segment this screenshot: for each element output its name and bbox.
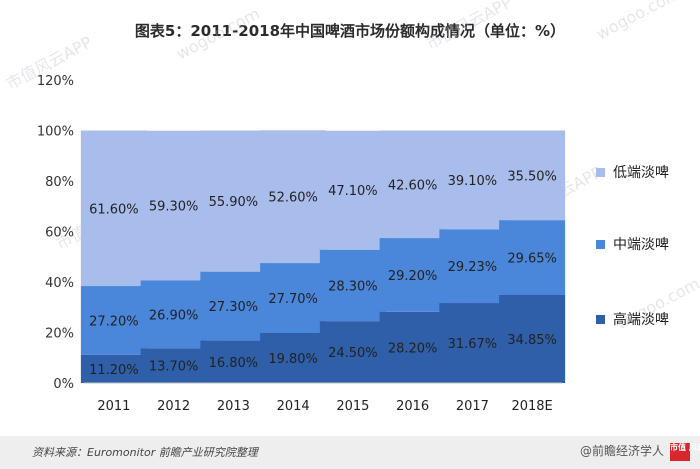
data-label: 55.90% bbox=[209, 195, 259, 210]
bar-segment bbox=[379, 238, 446, 312]
data-label: 47.10% bbox=[328, 184, 378, 199]
data-label: 28.20% bbox=[388, 341, 438, 356]
bar-segment bbox=[260, 130, 327, 264]
x-tick-label: 2012 bbox=[157, 399, 190, 414]
chart-title: 图表5：2011-2018年中国啤酒市场份额构成情况（单位：%） bbox=[134, 22, 566, 40]
y-tick-label: 0% bbox=[53, 377, 74, 392]
bar-segment bbox=[140, 280, 207, 349]
bar-segment bbox=[260, 263, 327, 334]
stacked-bar-chart: 市值风云APPwogoo.com市值风云APPwogoo.com市值风云APPw… bbox=[3, 0, 700, 414]
data-label: 24.50% bbox=[328, 346, 378, 361]
bar-segment bbox=[319, 130, 386, 250]
brand-logo: 市值 风云 bbox=[670, 442, 700, 461]
data-label: 19.80% bbox=[268, 352, 318, 367]
x-axis: 2011 2012 2013 2014 2015 2016 2017 2018E bbox=[84, 382, 562, 414]
bar-segment bbox=[319, 249, 386, 322]
x-tick-label: 2017 bbox=[456, 399, 489, 414]
bar-segment bbox=[379, 130, 446, 239]
data-label: 27.30% bbox=[209, 300, 259, 315]
bar-segment bbox=[319, 321, 386, 383]
data-label: 59.30% bbox=[149, 200, 199, 215]
data-label: 11.20% bbox=[89, 363, 139, 378]
bar-segment bbox=[140, 130, 207, 281]
watermark-text: wogoo.com bbox=[173, 4, 263, 64]
y-tick-label: 40% bbox=[45, 276, 74, 291]
data-label: 29.65% bbox=[507, 252, 557, 267]
data-labels: 11.20% 27.20% 61.60% 13.70% 26.90% 59.30% 16.8… bbox=[89, 169, 557, 378]
bar-segment bbox=[200, 271, 267, 341]
bar-segment bbox=[499, 130, 566, 221]
data-label: 16.80% bbox=[209, 356, 259, 371]
watermark-text: 市值风云APP bbox=[423, 0, 515, 54]
bar-segment bbox=[80, 130, 147, 287]
legend-label: 高端淡啤 bbox=[613, 311, 669, 328]
data-label: 34.85% bbox=[507, 333, 557, 348]
legend-swatch bbox=[596, 168, 605, 177]
legend-label: 低端淡啤 bbox=[613, 165, 669, 181]
data-label: 29.23% bbox=[448, 260, 498, 275]
y-tick-label: 120% bbox=[37, 74, 74, 89]
data-label: 28.30% bbox=[328, 279, 378, 294]
bar-segment bbox=[200, 130, 267, 272]
bar-segment bbox=[260, 333, 327, 383]
data-label: 61.60% bbox=[89, 202, 139, 217]
bar-segment bbox=[379, 311, 446, 383]
data-label: 31.67% bbox=[448, 337, 498, 352]
x-tick-label: 2018E bbox=[511, 399, 552, 414]
bar-segment bbox=[200, 340, 267, 383]
bar-segment bbox=[439, 303, 506, 383]
x-tick-label: 2014 bbox=[277, 399, 310, 414]
data-label: 27.70% bbox=[268, 292, 318, 307]
bar-segment bbox=[140, 348, 207, 383]
bar-segment bbox=[80, 354, 147, 383]
bar-segment bbox=[439, 130, 506, 230]
bar-segment bbox=[439, 229, 506, 304]
data-label: 35.50% bbox=[507, 169, 557, 184]
bar-segment bbox=[499, 220, 566, 296]
bar-segment bbox=[80, 286, 147, 355]
data-label: 42.60% bbox=[388, 178, 438, 193]
y-tick-label: 80% bbox=[45, 175, 74, 190]
data-label: 26.90% bbox=[149, 308, 199, 323]
legend-label: 中端淡啤 bbox=[613, 237, 669, 253]
y-tick-label: 60% bbox=[45, 226, 74, 241]
brand-name: @前瞻经济学人 bbox=[579, 444, 664, 458]
x-tick-label: 2013 bbox=[217, 399, 250, 414]
x-tick-label: 2015 bbox=[336, 399, 369, 414]
data-label: 13.70% bbox=[149, 360, 199, 375]
bar-segment bbox=[499, 295, 566, 383]
y-axis: 0% 20% 40% 60% 80% 100% 120% bbox=[37, 74, 74, 392]
data-label: 52.60% bbox=[268, 191, 318, 206]
legend-swatch bbox=[596, 240, 605, 249]
bars bbox=[80, 130, 566, 383]
legend-swatch bbox=[596, 315, 605, 324]
x-tick-label: 2016 bbox=[396, 399, 429, 414]
data-label: 27.20% bbox=[89, 314, 139, 329]
watermark-text: wogoo.com bbox=[593, 0, 683, 44]
y-tick-label: 100% bbox=[37, 125, 74, 140]
source-note: 资料来源：Euromonitor 前瞻产业研究院整理 bbox=[32, 446, 258, 459]
x-tick-label: 2011 bbox=[97, 399, 130, 414]
y-tick-label: 20% bbox=[45, 327, 74, 342]
data-label: 39.10% bbox=[448, 174, 498, 189]
data-label: 29.20% bbox=[388, 269, 438, 284]
